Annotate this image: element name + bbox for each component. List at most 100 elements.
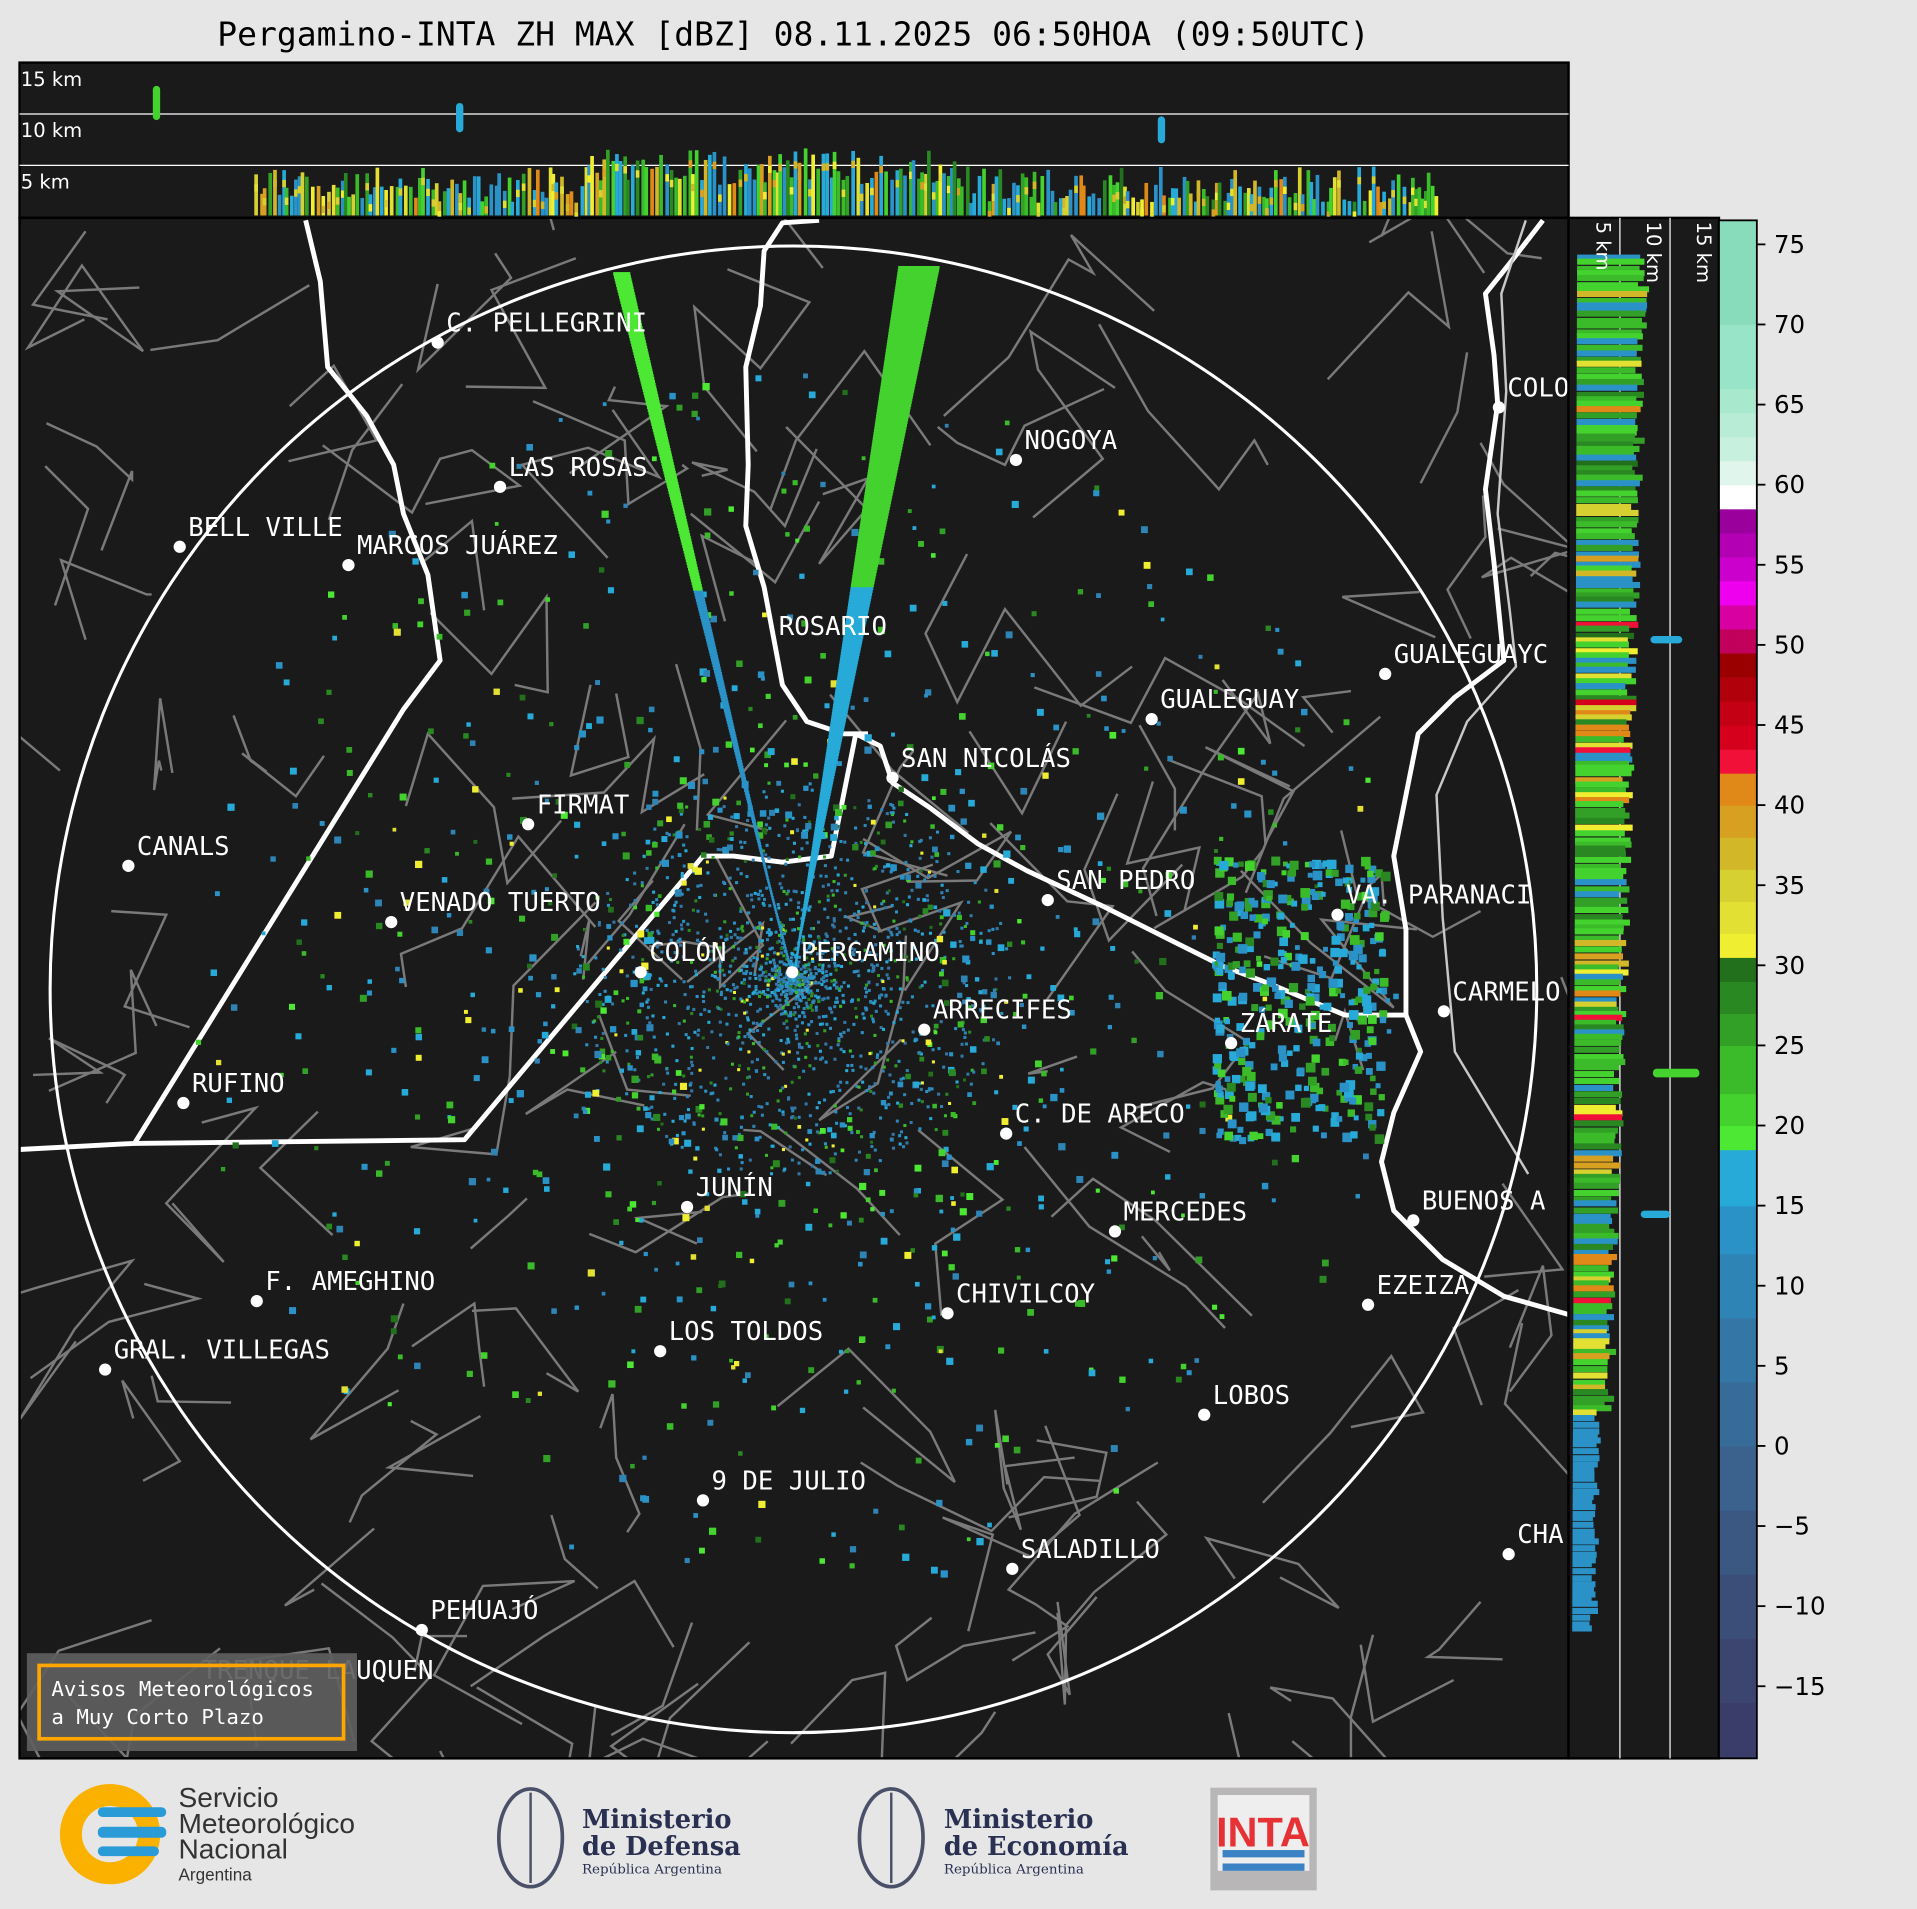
city-arrecifes: ARRECIFES: [918, 996, 1072, 1036]
colorbar-band: [1718, 1574, 1757, 1639]
city-label: SALADILLO: [1021, 1535, 1160, 1565]
colorbar-band: [1718, 1510, 1757, 1575]
city-label: ARRECIFES: [933, 996, 1072, 1026]
colorbar-band: [1718, 436, 1757, 462]
economia-line-3: República Argentina: [944, 1862, 1084, 1877]
colorbar-band: [1718, 220, 1757, 326]
radar-map[interactable]: C. PELLEGRINI LAS ROSAS BELL VILLE MARCOS J…: [0, 77, 1743, 1909]
city-nogoya: NOGOYA: [1009, 426, 1118, 467]
city-label: NOGOYA: [1025, 426, 1118, 456]
colorbar-band: [1718, 556, 1757, 582]
colorbar-band: [1718, 1638, 1757, 1703]
city-marker-icon: [1437, 1005, 1450, 1018]
colorbar-tick-label: 65: [1774, 390, 1805, 419]
city-carmelo: CARMELO: [1437, 977, 1561, 1018]
city-label: GUALEGUAY: [1160, 685, 1299, 715]
city-marker-icon: [1492, 401, 1505, 414]
colorbar-tick-label: 60: [1774, 470, 1805, 499]
city-label: CARMELO: [1452, 977, 1560, 1007]
city-label: VENADO TUERTO: [400, 888, 601, 918]
city-marker-icon: [385, 915, 398, 929]
colorbar-tick-label: −15: [1774, 1672, 1826, 1701]
city-marker-icon: [1041, 893, 1054, 907]
city-marker-icon: [122, 859, 135, 872]
city-marker-icon: [173, 540, 186, 553]
city-marker-icon: [1502, 1548, 1515, 1561]
colorbar-band: [1718, 604, 1757, 630]
defensa-line-1: Ministerio: [582, 1805, 732, 1835]
city-z-rate: ZÁRATE: [1225, 1007, 1332, 1050]
colorbar-band: [1718, 1381, 1757, 1447]
city-label: MERCEDES: [1124, 1197, 1248, 1227]
colorbar-band: [1718, 1317, 1757, 1383]
colorbar-band: [1718, 676, 1757, 702]
colorbar-band: [1718, 532, 1757, 558]
alert-box[interactable]: Avisos Meteorológicos a Muy Corto Plazo: [26, 1653, 357, 1752]
city-marker-icon: [250, 1294, 263, 1308]
smn-logo-wave-icon: [97, 1807, 167, 1818]
colorbar-band: [1718, 773, 1757, 806]
colorbar-band: [1718, 1045, 1757, 1095]
logo-ministerio-economia: Ministerio de Economía República Argenti…: [857, 1787, 1129, 1889]
vertical-height-label-10km: 10 km: [1642, 222, 1665, 283]
city-label: COLÓN: [649, 936, 726, 968]
city-col-n: COLÓN: [634, 936, 726, 979]
city-c-de-areco: C. DE ARECO: [1000, 1100, 1185, 1140]
colorbar-tick-label: 20: [1774, 1111, 1805, 1140]
city-bell-ville: BELL VILLE: [173, 513, 343, 553]
colorbar-band: [1718, 837, 1757, 870]
colorbar-band: [1718, 901, 1757, 934]
city-label: GRAL. VILLEGAS: [114, 1336, 330, 1366]
city-chivilcoy: CHIVILCOY: [941, 1279, 1095, 1320]
city-colo: COLO: [1492, 373, 1569, 414]
colorbar-band: [1718, 1125, 1757, 1151]
province-borders: [19, 217, 1569, 1317]
economia-line-1: Ministerio: [944, 1805, 1094, 1835]
colorbar-tick-label: 0: [1774, 1431, 1790, 1460]
city-c-pellegrini: C. PELLEGRINI: [431, 309, 647, 349]
radar-range-ring: [48, 244, 1539, 1735]
city-pergamino: PERGAMINO: [786, 938, 940, 979]
colorbar-tick-label: 75: [1774, 230, 1805, 259]
colorbar-band: [1718, 484, 1757, 510]
colorbar-band: [1718, 957, 1757, 982]
coat-of-arms-icon: [496, 1787, 565, 1889]
uruguay-river-lines: [1435, 219, 1530, 1175]
city-venado-tuerto: VENADO TUERTO: [385, 888, 601, 929]
city-marker-icon: [1108, 1225, 1122, 1238]
city-marker-icon: [786, 966, 799, 979]
city-marker-icon: [680, 1200, 694, 1214]
city-va-paranaci: VA. PARANACI: [1331, 881, 1531, 921]
smn-line-2: Meteorológico: [178, 1808, 355, 1839]
colorbar-band: [1718, 700, 1757, 726]
colorbar-band: [1718, 580, 1757, 606]
colorbar-tick-label: 15: [1774, 1191, 1805, 1220]
city-marker-icon: [522, 818, 535, 831]
defensa-line-2: de Defensa: [582, 1832, 741, 1862]
colorbar-band: [1718, 1205, 1757, 1255]
city-label: PEHUAJÓ: [430, 1594, 538, 1626]
city-marker-icon: [1225, 1037, 1238, 1050]
city-label: BUENOS A: [1422, 1186, 1546, 1216]
city-marker-icon: [886, 771, 899, 784]
city-gualeguayc: GUALEGUAYC: [1379, 640, 1548, 681]
city-marker-icon: [918, 1023, 931, 1036]
colorbar-tick-label: 35: [1774, 871, 1805, 900]
city-label: LAS ROSAS: [509, 453, 648, 483]
city-label: CHA: [1517, 1520, 1563, 1550]
colorbar-tick-label: 25: [1774, 1031, 1805, 1060]
city-label: MARCOS JUÁREZ: [357, 529, 558, 561]
colorbar-band: [1718, 324, 1757, 390]
colorbar-band: [1718, 724, 1757, 750]
city-marker-icon: [1331, 908, 1344, 921]
city-label: 9 DE JULIO: [712, 1466, 866, 1496]
city-label: SAN NICOLÁS: [901, 742, 1071, 774]
colorbar-band: [1718, 869, 1757, 902]
colorbar-tick-label: 40: [1774, 791, 1805, 820]
city-marker-icon: [177, 1096, 190, 1110]
city-label: F. AMEGHINO: [265, 1267, 435, 1297]
colorbar-band: [1718, 460, 1757, 486]
colorbar-band: [1718, 652, 1757, 678]
city-san-nicol-s: SAN NICOLÁS: [886, 742, 1071, 784]
